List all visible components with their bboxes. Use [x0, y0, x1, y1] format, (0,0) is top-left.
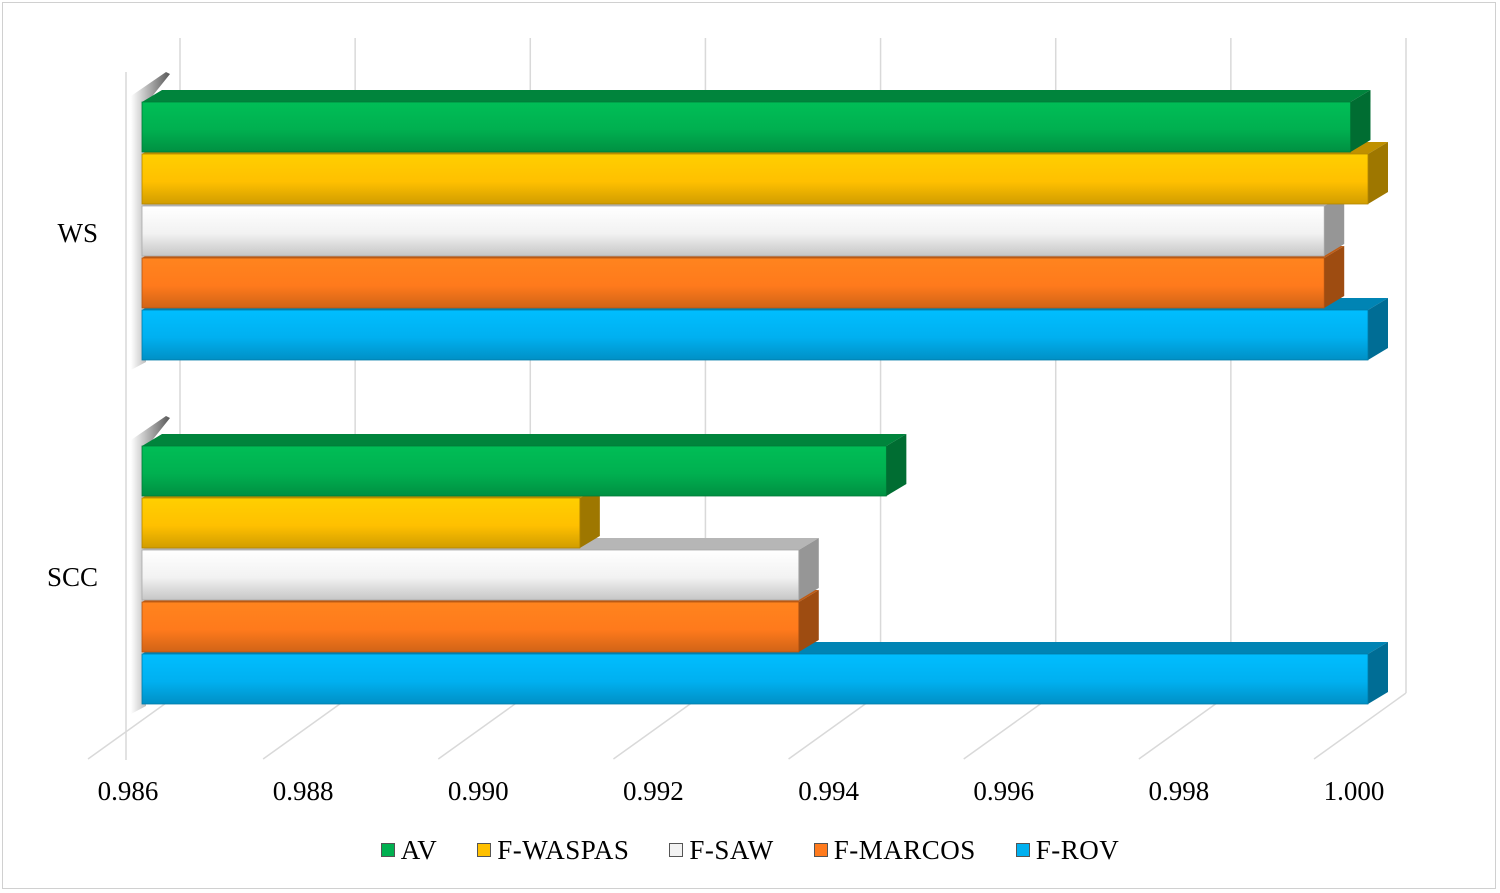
bar-ws-f-saw [141, 205, 1325, 257]
bar-top-scc-0 [142, 434, 907, 446]
legend-item-av: AV [380, 834, 438, 866]
legend-item-f-waspas: F-WASPAS [477, 835, 629, 866]
legend-label-av: AV [400, 834, 438, 865]
legend-label-f-waspas: F-WASPAS [497, 834, 630, 865]
legend-item-f-rov: F-ROV [1015, 834, 1120, 866]
bar-end-ws-3 [1324, 246, 1345, 308]
bar-ws-av [141, 101, 1351, 153]
legend: AV F-WASPAS F-SAW F-MARCOS F-ROV [0, 830, 1500, 870]
bar-end-ws-1 [1368, 142, 1388, 204]
bar-end-scc-3 [798, 590, 819, 652]
bar-end-ws-0 [1350, 90, 1371, 152]
legend-swatch-f-waspas [477, 843, 492, 857]
bar-end-scc-4 [1368, 642, 1388, 704]
bar-ws-f-marcos [141, 257, 1325, 309]
bar-end-scc-1 [579, 486, 600, 548]
category-label-scc: SCC [47, 562, 98, 592]
bar-end-scc-2 [798, 538, 819, 600]
wall-shadow-1 [131, 416, 170, 714]
legend-item-f-marcos: F-MARCOS [813, 834, 976, 866]
x-tick-label-7: 1.000 [1324, 776, 1385, 806]
legend-swatch-f-rov [1015, 843, 1030, 857]
bar-ws-f-rov [141, 309, 1369, 361]
bar-scc-f-waspas [141, 497, 581, 549]
x-tick-label-5: 0.996 [973, 776, 1034, 806]
legend-label-f-marcos: F-MARCOS [833, 834, 976, 865]
category-label-ws: WS [58, 218, 99, 248]
x-tick-label-1: 0.988 [273, 776, 334, 806]
x-tick-label-6: 0.998 [1148, 776, 1209, 806]
x-tick-label-3: 0.992 [623, 776, 684, 806]
bar-ws-f-waspas [141, 153, 1369, 205]
legend-label-f-rov: F-ROV [1035, 834, 1120, 865]
legend-label-f-saw: F-SAW [689, 834, 774, 865]
legend-swatch-f-marcos [813, 843, 828, 857]
legend-item-f-saw: F-SAW [669, 835, 773, 866]
legend-swatch-av [380, 843, 395, 857]
bar-end-ws-2 [1324, 194, 1345, 256]
legend-swatch-f-saw [669, 843, 684, 857]
floor-line-7 [1313, 692, 1407, 760]
wall-shadow-0 [131, 72, 170, 370]
bar-top-ws-0 [142, 90, 1371, 102]
bar-scc-av [141, 445, 887, 497]
bar-end-ws-4 [1368, 298, 1388, 360]
bar-end-scc-0 [886, 434, 907, 496]
x-tick-label-0: 0.986 [98, 776, 159, 806]
bar-scc-f-rov [141, 653, 1369, 705]
bar-scc-f-saw [141, 549, 800, 601]
bar-scc-f-marcos [141, 601, 800, 653]
x-tick-label-4: 0.994 [798, 776, 859, 806]
x-tick-label-2: 0.990 [448, 776, 509, 806]
